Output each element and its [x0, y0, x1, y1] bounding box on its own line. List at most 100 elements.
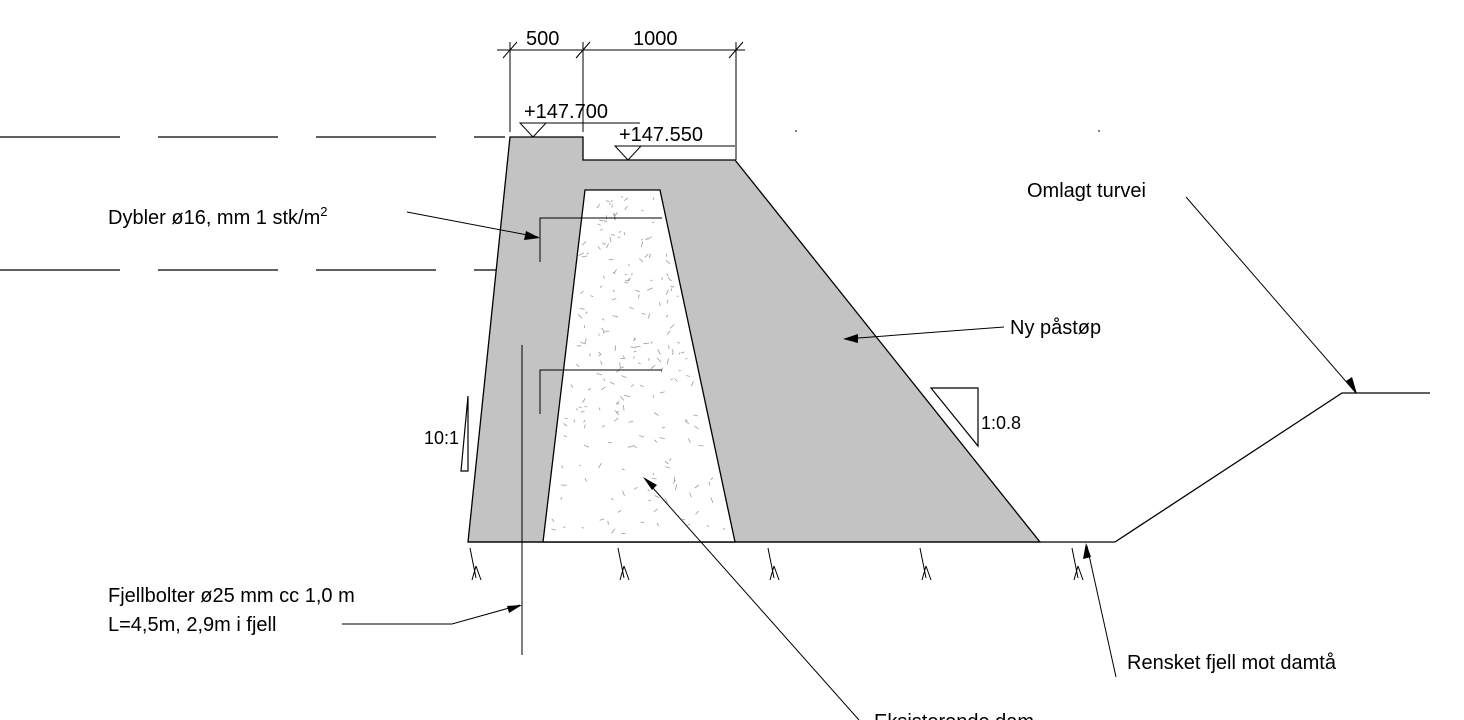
aggregate-speck: [706, 524, 710, 528]
elevation-147700: +147.700: [524, 101, 608, 123]
aggregate-speck: [623, 405, 625, 411]
leader-new-pour: [844, 326, 1005, 340]
aggregate-speck: [633, 444, 637, 449]
leader-rock: [1086, 545, 1117, 678]
aggregate-speck: [606, 243, 609, 249]
rock-hatch: [469, 547, 1084, 581]
aggregate-speck: [666, 299, 669, 304]
aggregate-speck: [616, 411, 619, 413]
aggregate-speck: [654, 439, 658, 443]
aggregate-speck: [695, 510, 699, 515]
aggregate-speck: [601, 386, 606, 391]
aggregate-speck: [581, 241, 587, 246]
aggregate-speck: [689, 492, 692, 498]
aggregate-speck: [667, 277, 672, 282]
slope-ratio-left: 10:1: [424, 428, 459, 448]
aggregate-speck: [681, 518, 686, 521]
aggregate-speck: [664, 460, 669, 465]
aggregate-speck: [684, 358, 688, 360]
dimension-1000: 1000: [633, 28, 678, 50]
aggregate-speck: [666, 330, 671, 335]
aggregate-speck: [670, 378, 674, 381]
aggregate-speck: [634, 486, 638, 490]
aggregate-speck: [621, 468, 625, 471]
aggregate-speck: [596, 204, 601, 209]
aggregate-speck: [668, 345, 670, 349]
aggregate-speck: [640, 241, 644, 248]
aggregate-speck: [659, 391, 665, 394]
aggregate-speck: [684, 420, 690, 425]
aggregate-speck: [610, 497, 614, 501]
aggregate-speck: [698, 445, 704, 447]
label-turvei: Omlagt turvei: [1027, 180, 1146, 202]
aggregate-speck: [672, 350, 674, 356]
arrow-bolts: [507, 605, 522, 613]
aggregate-speck: [601, 318, 605, 321]
aggregate-speck: [651, 221, 655, 224]
aggregate-speck: [614, 417, 619, 422]
aggregate-speck: [627, 278, 630, 282]
aggregate-speck: [710, 477, 714, 480]
aggregate-speck: [672, 479, 676, 484]
aggregate-speck: [579, 308, 585, 310]
aggregate-speck: [677, 341, 681, 344]
aggregate-speck: [665, 466, 671, 469]
aggregate-speck: [635, 289, 640, 293]
aggregate-speck: [685, 419, 688, 422]
aggregate-speck: [590, 295, 594, 297]
aggregate-speck: [708, 481, 711, 486]
aggregate-speck: [657, 349, 661, 355]
aggregate-speck: [694, 484, 700, 489]
aggregate-speck: [686, 375, 690, 377]
aggregate-speck: [624, 197, 629, 201]
aggregate-speck: [614, 345, 617, 352]
aggregate-speck: [694, 425, 699, 430]
aggregate-speck: [611, 528, 616, 534]
aggregate-speck: [618, 230, 622, 233]
aggregate-speck: [611, 298, 617, 301]
leader-turvei: [1185, 196, 1357, 394]
aggregate-speck: [584, 444, 590, 448]
aggregate-speck: [563, 526, 566, 529]
label-new-pour: Ny påstøp: [1010, 317, 1101, 339]
aggregate-speck: [621, 375, 627, 378]
aggregate-speck: [616, 403, 620, 405]
aggregate-speck: [649, 253, 651, 259]
aggregate-speck: [551, 528, 556, 531]
aggregate-speck: [628, 420, 634, 423]
aggregate-speck: [601, 424, 605, 428]
aggregate-speck: [687, 438, 691, 443]
aggregate-speck: [666, 253, 668, 257]
elevation-147550: +147.550: [619, 124, 703, 146]
aggregate-speck: [687, 524, 691, 526]
aggregate-speck: [612, 315, 619, 318]
aggregate-speck: [665, 314, 669, 318]
aggregate-speck: [640, 238, 644, 241]
aggregate-speck: [624, 281, 629, 284]
aggregate-texture: [551, 195, 725, 535]
aggregate-speck: [584, 424, 586, 429]
aggregate-speck: [722, 527, 725, 531]
aggregate-speck: [570, 384, 574, 388]
aggregate-speck: [638, 294, 640, 299]
aggregate-speck: [644, 253, 649, 258]
aggregate-speck: [598, 333, 600, 336]
aggregate-speck: [654, 495, 660, 498]
aggregate-speck: [578, 252, 584, 257]
aggregate-speck: [690, 381, 694, 387]
aggregate-speck: [609, 202, 611, 205]
aggregate-speck: [647, 287, 653, 291]
aggregate-speck: [693, 414, 698, 417]
aggregate-speck: [661, 426, 666, 429]
aggregate-speck: [619, 362, 621, 368]
aggregate-speck: [623, 232, 626, 236]
leader-bolts: [342, 604, 521, 625]
aggregate-speck: [579, 464, 582, 467]
aggregate-speck: [600, 228, 603, 231]
slope-ratio-right: 1:0.8: [981, 413, 1021, 433]
aggregate-speck: [644, 238, 649, 240]
aggregate-speck: [603, 242, 606, 246]
aggregate-speck: [669, 458, 672, 461]
aggregate-speck: [656, 357, 662, 363]
